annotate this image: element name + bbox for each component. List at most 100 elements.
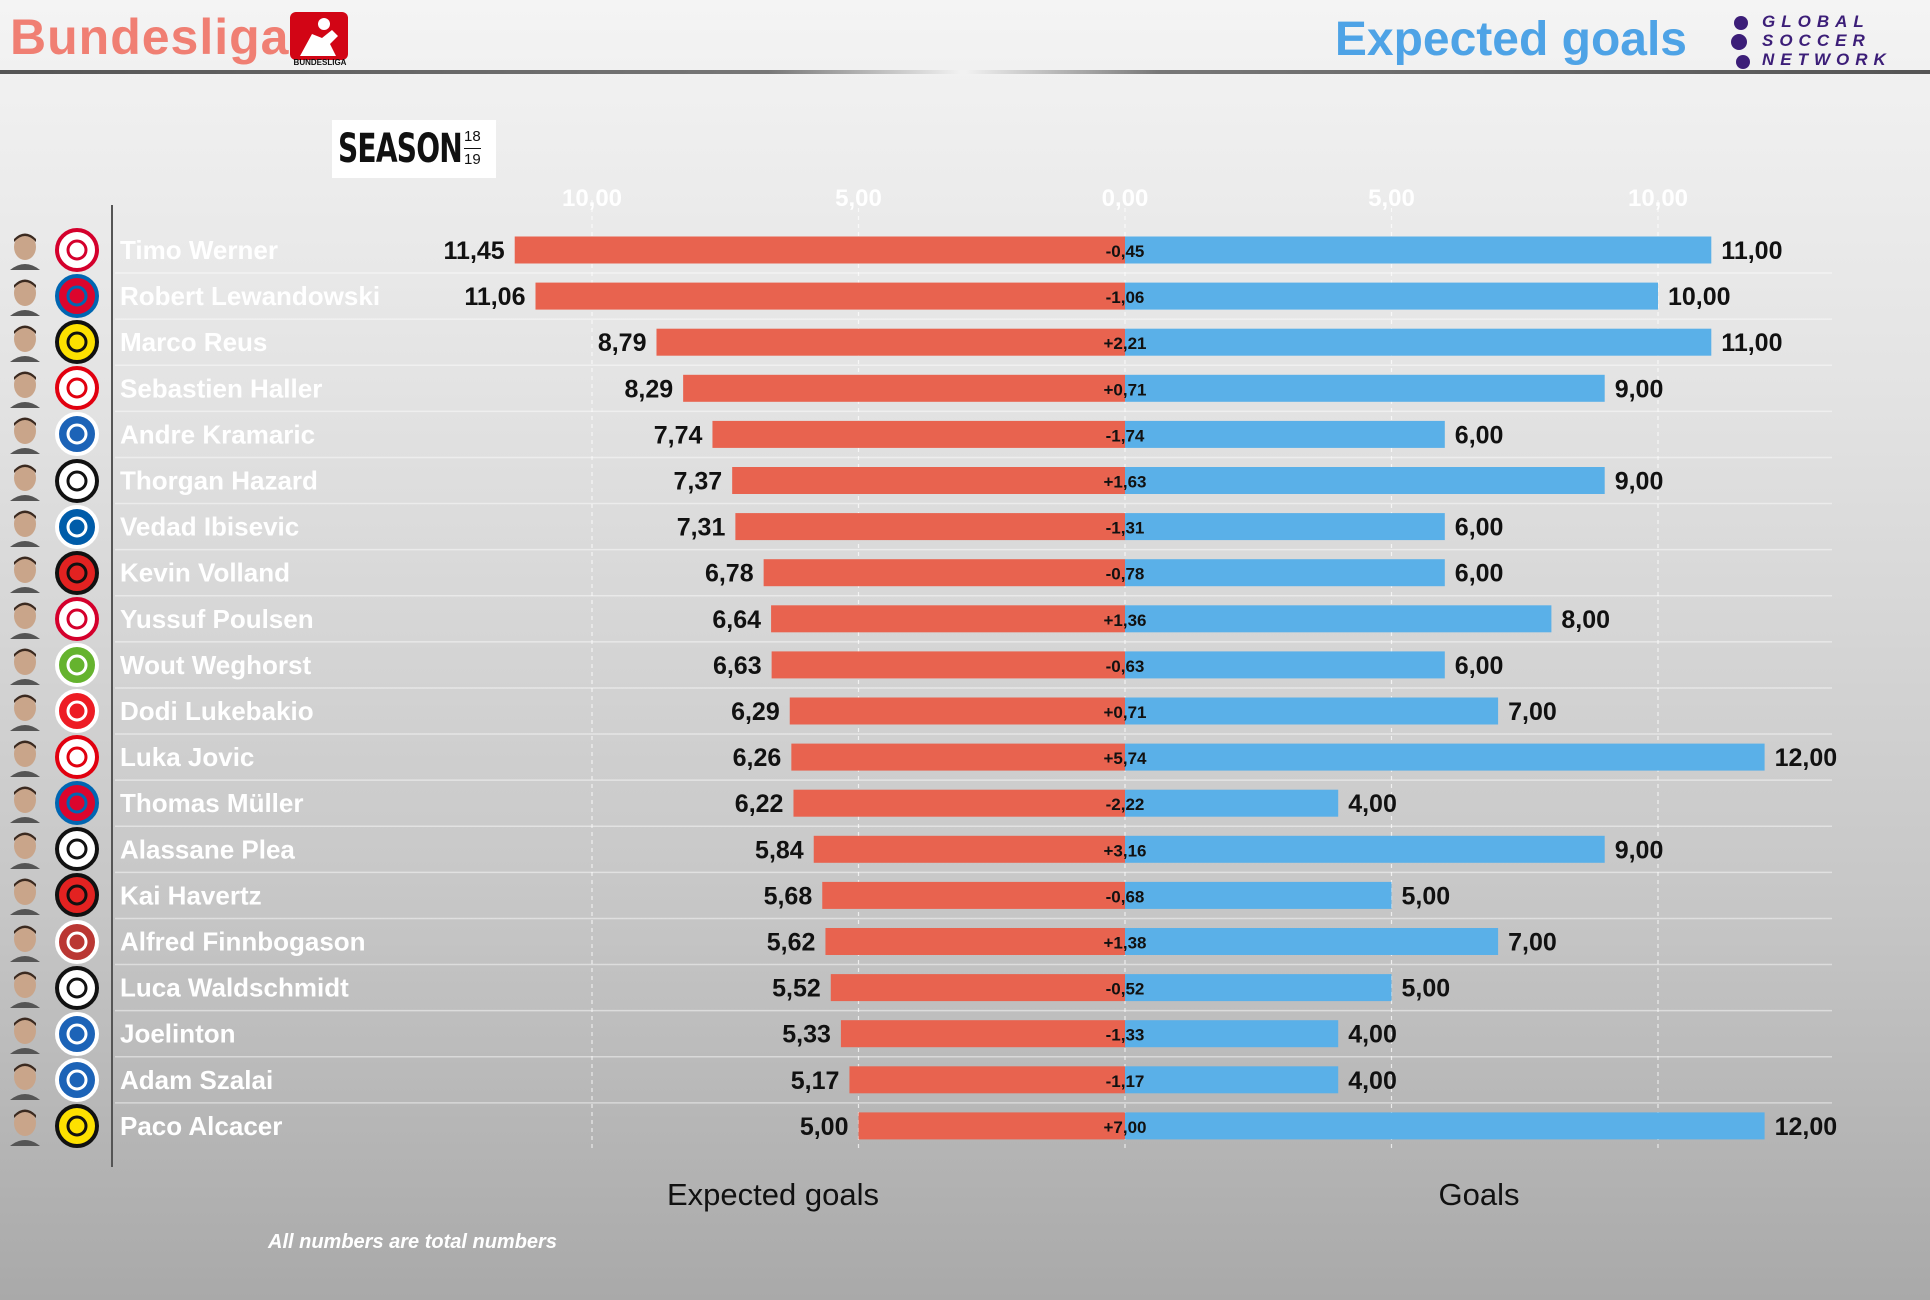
bundesliga-logo-icon [290, 12, 348, 60]
player-name: Paco Alcacer [120, 1111, 282, 1141]
player-avatar-icon [10, 602, 40, 639]
gladbach-crest-icon [55, 458, 99, 503]
player-name: Timo Werner [120, 235, 278, 265]
league-title: Bundesliga [10, 9, 290, 65]
frankfurt-crest-icon [55, 735, 99, 780]
player-name: Kevin Volland [120, 558, 290, 588]
goals-value-label: 9,00 [1615, 468, 1664, 496]
player-avatar-icon [10, 233, 40, 270]
goals-value-label: 6,00 [1455, 560, 1504, 588]
goals-value-label: 11,00 [1721, 237, 1782, 265]
xg-value-label: 8,79 [598, 329, 647, 357]
player-avatar-icon [10, 878, 40, 916]
goals-bar [1125, 835, 1605, 863]
goals-bar [1125, 420, 1445, 448]
player-avatar-icon [10, 1109, 40, 1146]
xg-value-label: 6,63 [713, 652, 762, 680]
season-word: SEASON [338, 126, 463, 172]
bayern-crest-icon [55, 781, 99, 826]
xg-value-label: 6,78 [705, 560, 754, 588]
xg-bar [763, 559, 1125, 587]
xg-value-label: 5,17 [791, 1067, 840, 1095]
player-column-divider [111, 205, 113, 1167]
goals-bar [1125, 651, 1445, 679]
player-name: Andre Kramaric [120, 419, 315, 449]
xg-bar [535, 282, 1125, 310]
xg-bar [791, 743, 1125, 771]
player-avatar-icon [10, 925, 40, 962]
goals-value-label: 7,00 [1508, 929, 1557, 957]
xg-bar [514, 236, 1125, 264]
difference-label: -1,33 [1106, 1026, 1145, 1045]
player-avatar-icon [10, 279, 40, 317]
goals-value-label: 4,00 [1348, 1021, 1397, 1049]
xg-bar [858, 1112, 1125, 1140]
goals-bar [1125, 743, 1765, 771]
xg-value-label: 5,52 [772, 975, 821, 1003]
player-avatar-icon [10, 464, 40, 501]
goals-value-label: 7,00 [1508, 698, 1557, 726]
goals-bar [1125, 282, 1658, 310]
axis-tick-label: 10,00 [1628, 185, 1688, 212]
xg-value-label: 6,22 [735, 790, 784, 818]
rb-leipzig-crest-icon [55, 596, 99, 641]
freiburg-crest-icon [55, 965, 99, 1010]
goals-value-label: 6,00 [1455, 514, 1504, 542]
publisher-line-3: NETWORK [1762, 50, 1892, 69]
player-avatar-icon [10, 786, 40, 824]
difference-label: +2,21 [1103, 334, 1146, 353]
goals-value-label: 4,00 [1348, 1067, 1397, 1095]
difference-label: -1,31 [1106, 519, 1145, 538]
hoffenheim-crest-icon [55, 1057, 99, 1102]
player-avatar-icon [10, 971, 40, 1008]
xg-bar [813, 835, 1125, 863]
dortmund-crest-icon [55, 320, 99, 365]
difference-label: -1,17 [1106, 1072, 1145, 1091]
hertha-crest-icon [55, 504, 99, 549]
player-avatar-icon [10, 510, 40, 547]
rb-leipzig-crest-icon [55, 228, 99, 272]
difference-label: +1,63 [1103, 473, 1146, 492]
dortmund-crest-icon [55, 1103, 99, 1148]
header-left: Bundesliga [10, 8, 289, 66]
goals-value-label: 11,00 [1721, 329, 1782, 357]
x-axis-label-left: Expected goals [667, 1177, 879, 1212]
goals-bar [1125, 513, 1445, 541]
footnote: All numbers are total numbers [268, 1231, 557, 1253]
player-name: Luka Jovic [120, 742, 254, 772]
player-name: Robert Lewandowski [120, 281, 380, 311]
difference-label: -0,52 [1106, 980, 1145, 999]
player-name: Alassane Plea [120, 834, 295, 864]
player-name: Dodi Lukebakio [120, 696, 314, 726]
xg-value-label: 8,29 [624, 375, 673, 403]
goals-value-label: 6,00 [1455, 421, 1504, 449]
goals-bar [1125, 928, 1499, 955]
goals-bar [1125, 1020, 1339, 1048]
player-avatar-icon [10, 417, 40, 455]
difference-label: +7,00 [1103, 1118, 1146, 1137]
xg-value-label: 5,33 [782, 1021, 831, 1049]
goals-bar [1125, 881, 1392, 909]
xg-value-label: 6,29 [731, 698, 780, 726]
difference-label: +1,38 [1103, 934, 1146, 953]
player-avatar-icon [10, 1017, 40, 1054]
header-divider-left [0, 70, 960, 74]
duesseldorf-crest-icon [55, 689, 99, 733]
xg-value-label: 7,31 [677, 514, 726, 542]
xg-bar [712, 420, 1125, 448]
augsburg-crest-icon [55, 919, 99, 964]
player-avatar-icon [10, 694, 40, 731]
season-year-bottom: 19 [464, 148, 481, 171]
frankfurt-crest-icon [55, 366, 99, 411]
xg-bar [822, 881, 1125, 909]
hoffenheim-crest-icon [55, 412, 99, 457]
xg-value-label: 5,62 [767, 929, 816, 957]
goals-value-label: 6,00 [1455, 652, 1504, 680]
xg-bar [825, 928, 1125, 955]
xg-bar [735, 513, 1125, 541]
player-name: Thorgan Hazard [120, 466, 318, 496]
player-name: Wout Weghorst [120, 650, 311, 680]
player-avatar-icon [10, 1063, 40, 1100]
axis-tick-label: 10,00 [562, 185, 622, 212]
xg-bar [849, 1066, 1125, 1094]
